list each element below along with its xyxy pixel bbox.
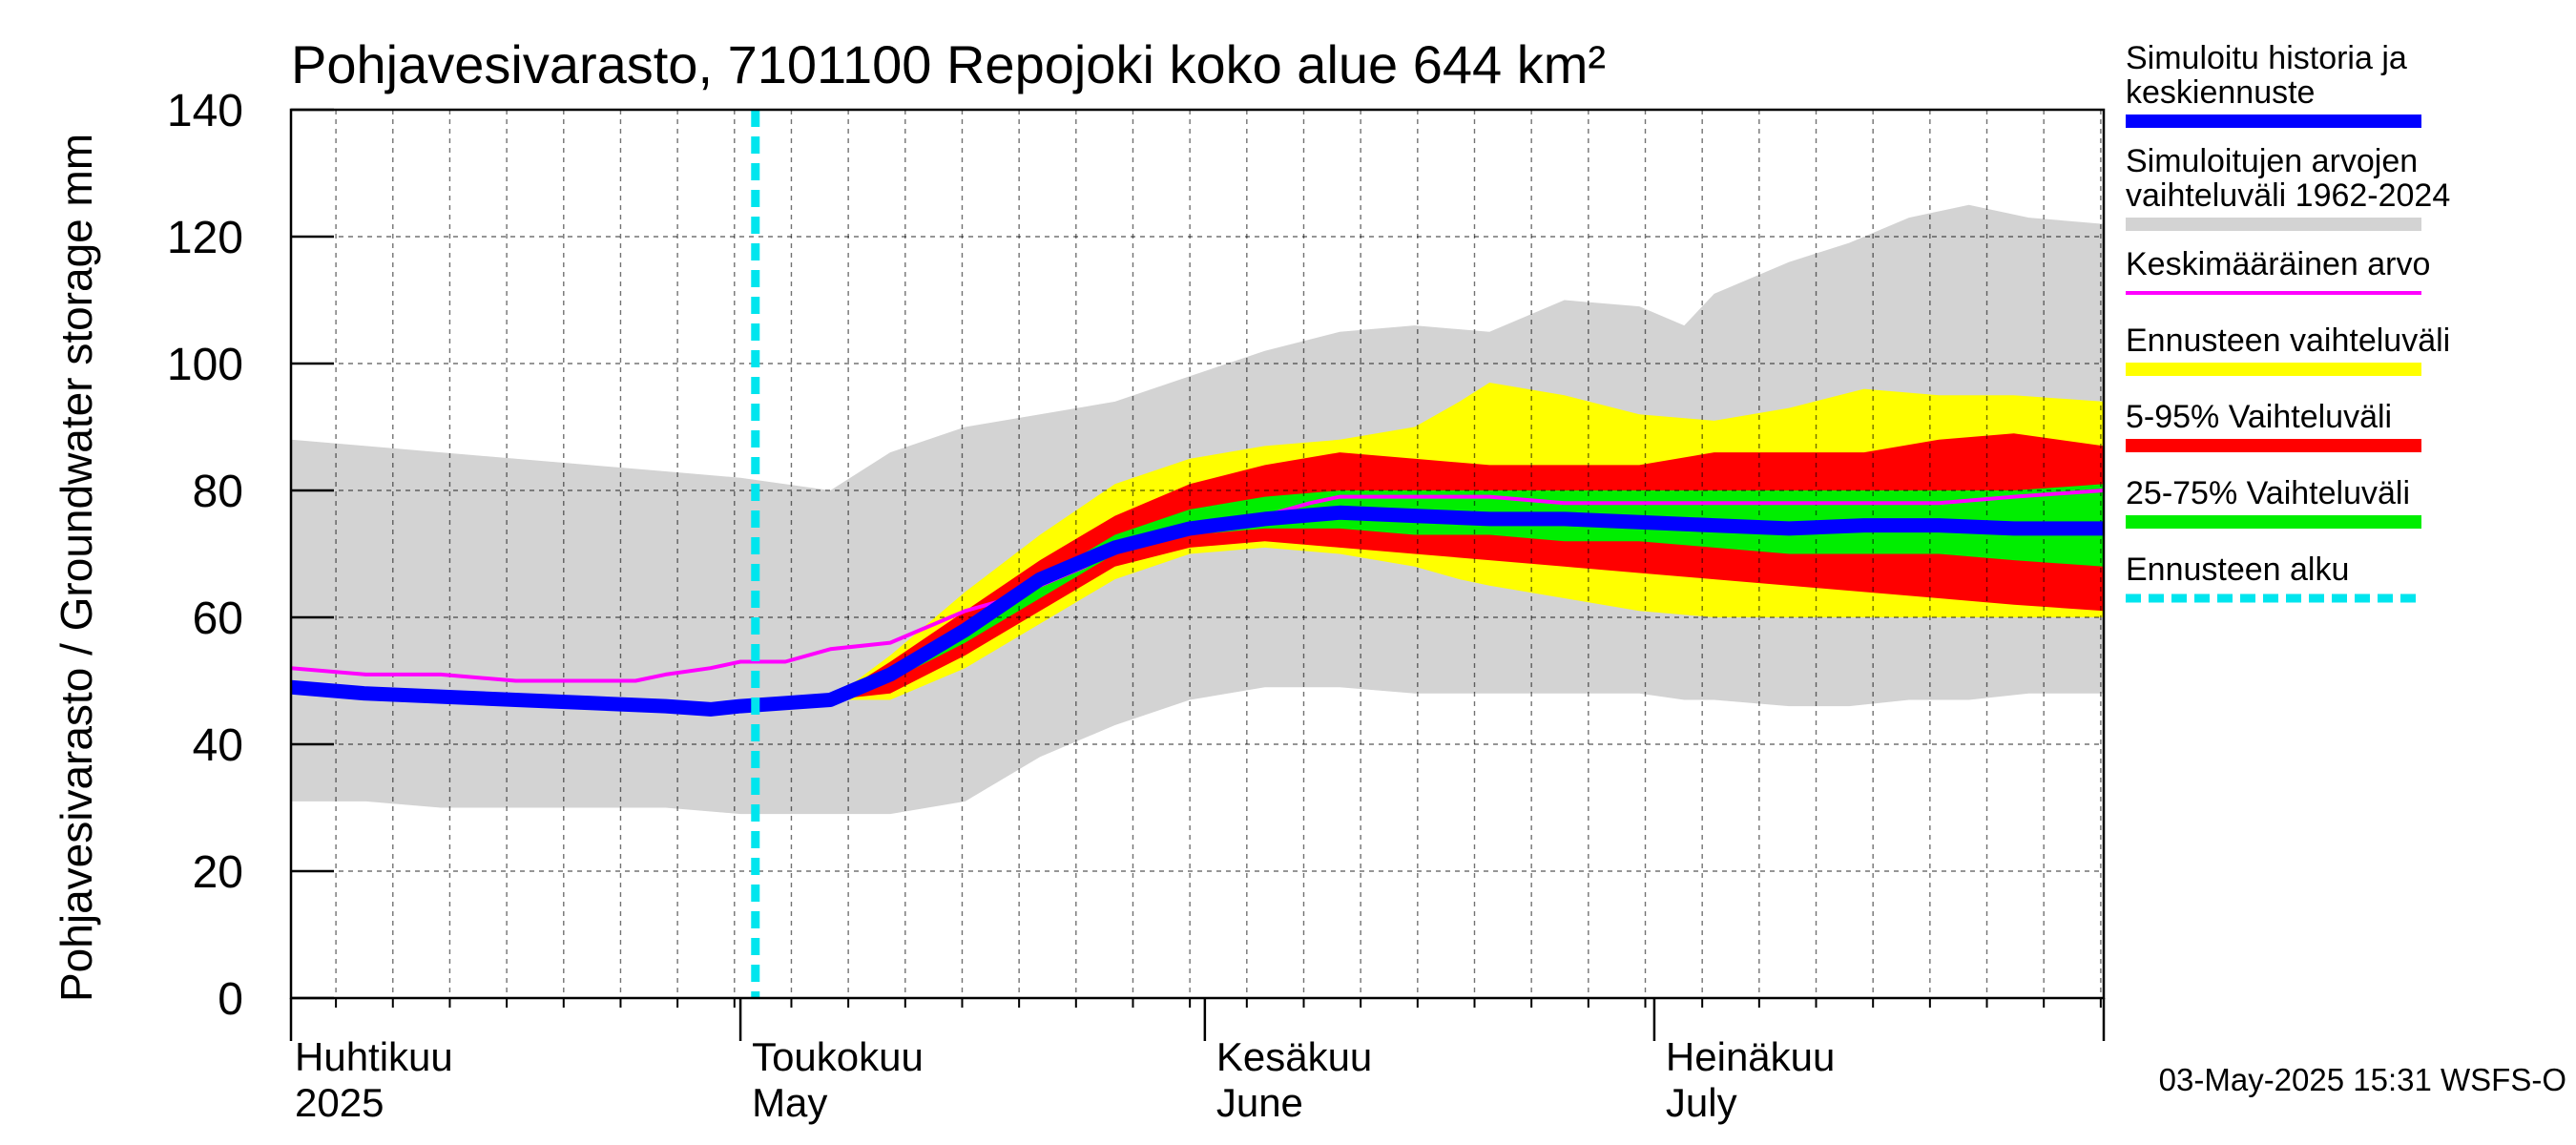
y-tick-label: 100 (167, 340, 243, 390)
month-label-en: June (1216, 1080, 1303, 1125)
y-axis-label: Pohjavesivarasto / Groundwater storage m… (52, 134, 101, 1002)
series-line-1 (291, 505, 2104, 717)
month-label-fi: Heinäkuu (1666, 1034, 1835, 1079)
month-label-fi: Huhtikuu (295, 1034, 453, 1079)
legend-label: Ennusteen vaihteluväli (2126, 323, 2450, 359)
plot-frame (289, 108, 2106, 1000)
footer-timestamp: 03-May-2025 15:31 WSFS-O (2159, 1062, 2566, 1097)
y-tick-label: 20 (193, 847, 243, 898)
y-tick-label: 120 (167, 213, 243, 263)
chart-title: Pohjavesivarasto, 7101100 Repojoki koko … (291, 34, 1606, 94)
y-tick-label: 40 (193, 720, 243, 771)
y-tick-label: 140 (167, 86, 243, 136)
legend-label: 25-75% Vaihteluväli (2126, 475, 2410, 511)
series-layer (291, 110, 2104, 998)
legend-label: vaihteluväli 1962-2024 (2126, 177, 2450, 214)
month-label-en: 2025 (295, 1080, 384, 1125)
legend-label: Simuloitu historia ja (2126, 40, 2407, 76)
y-tick-label: 80 (193, 467, 243, 517)
legend-label: 5-95% Vaihteluväli (2126, 399, 2392, 435)
month-label-fi: Kesäkuu (1216, 1034, 1372, 1079)
legend-label: Keskimääräinen arvo (2126, 246, 2430, 282)
grid-lines (291, 110, 2104, 998)
month-label-fi: Toukokuu (752, 1034, 924, 1079)
month-label-en: July (1666, 1080, 1737, 1125)
y-tick-label: 0 (218, 974, 243, 1025)
y-tick-label: 60 (193, 593, 243, 644)
legend-label: Ennusteen alku (2126, 552, 2349, 588)
month-label-en: May (752, 1080, 827, 1125)
legend-label: Simuloitujen arvojen (2126, 143, 2418, 179)
legend-label: keskiennuste (2126, 74, 2315, 111)
